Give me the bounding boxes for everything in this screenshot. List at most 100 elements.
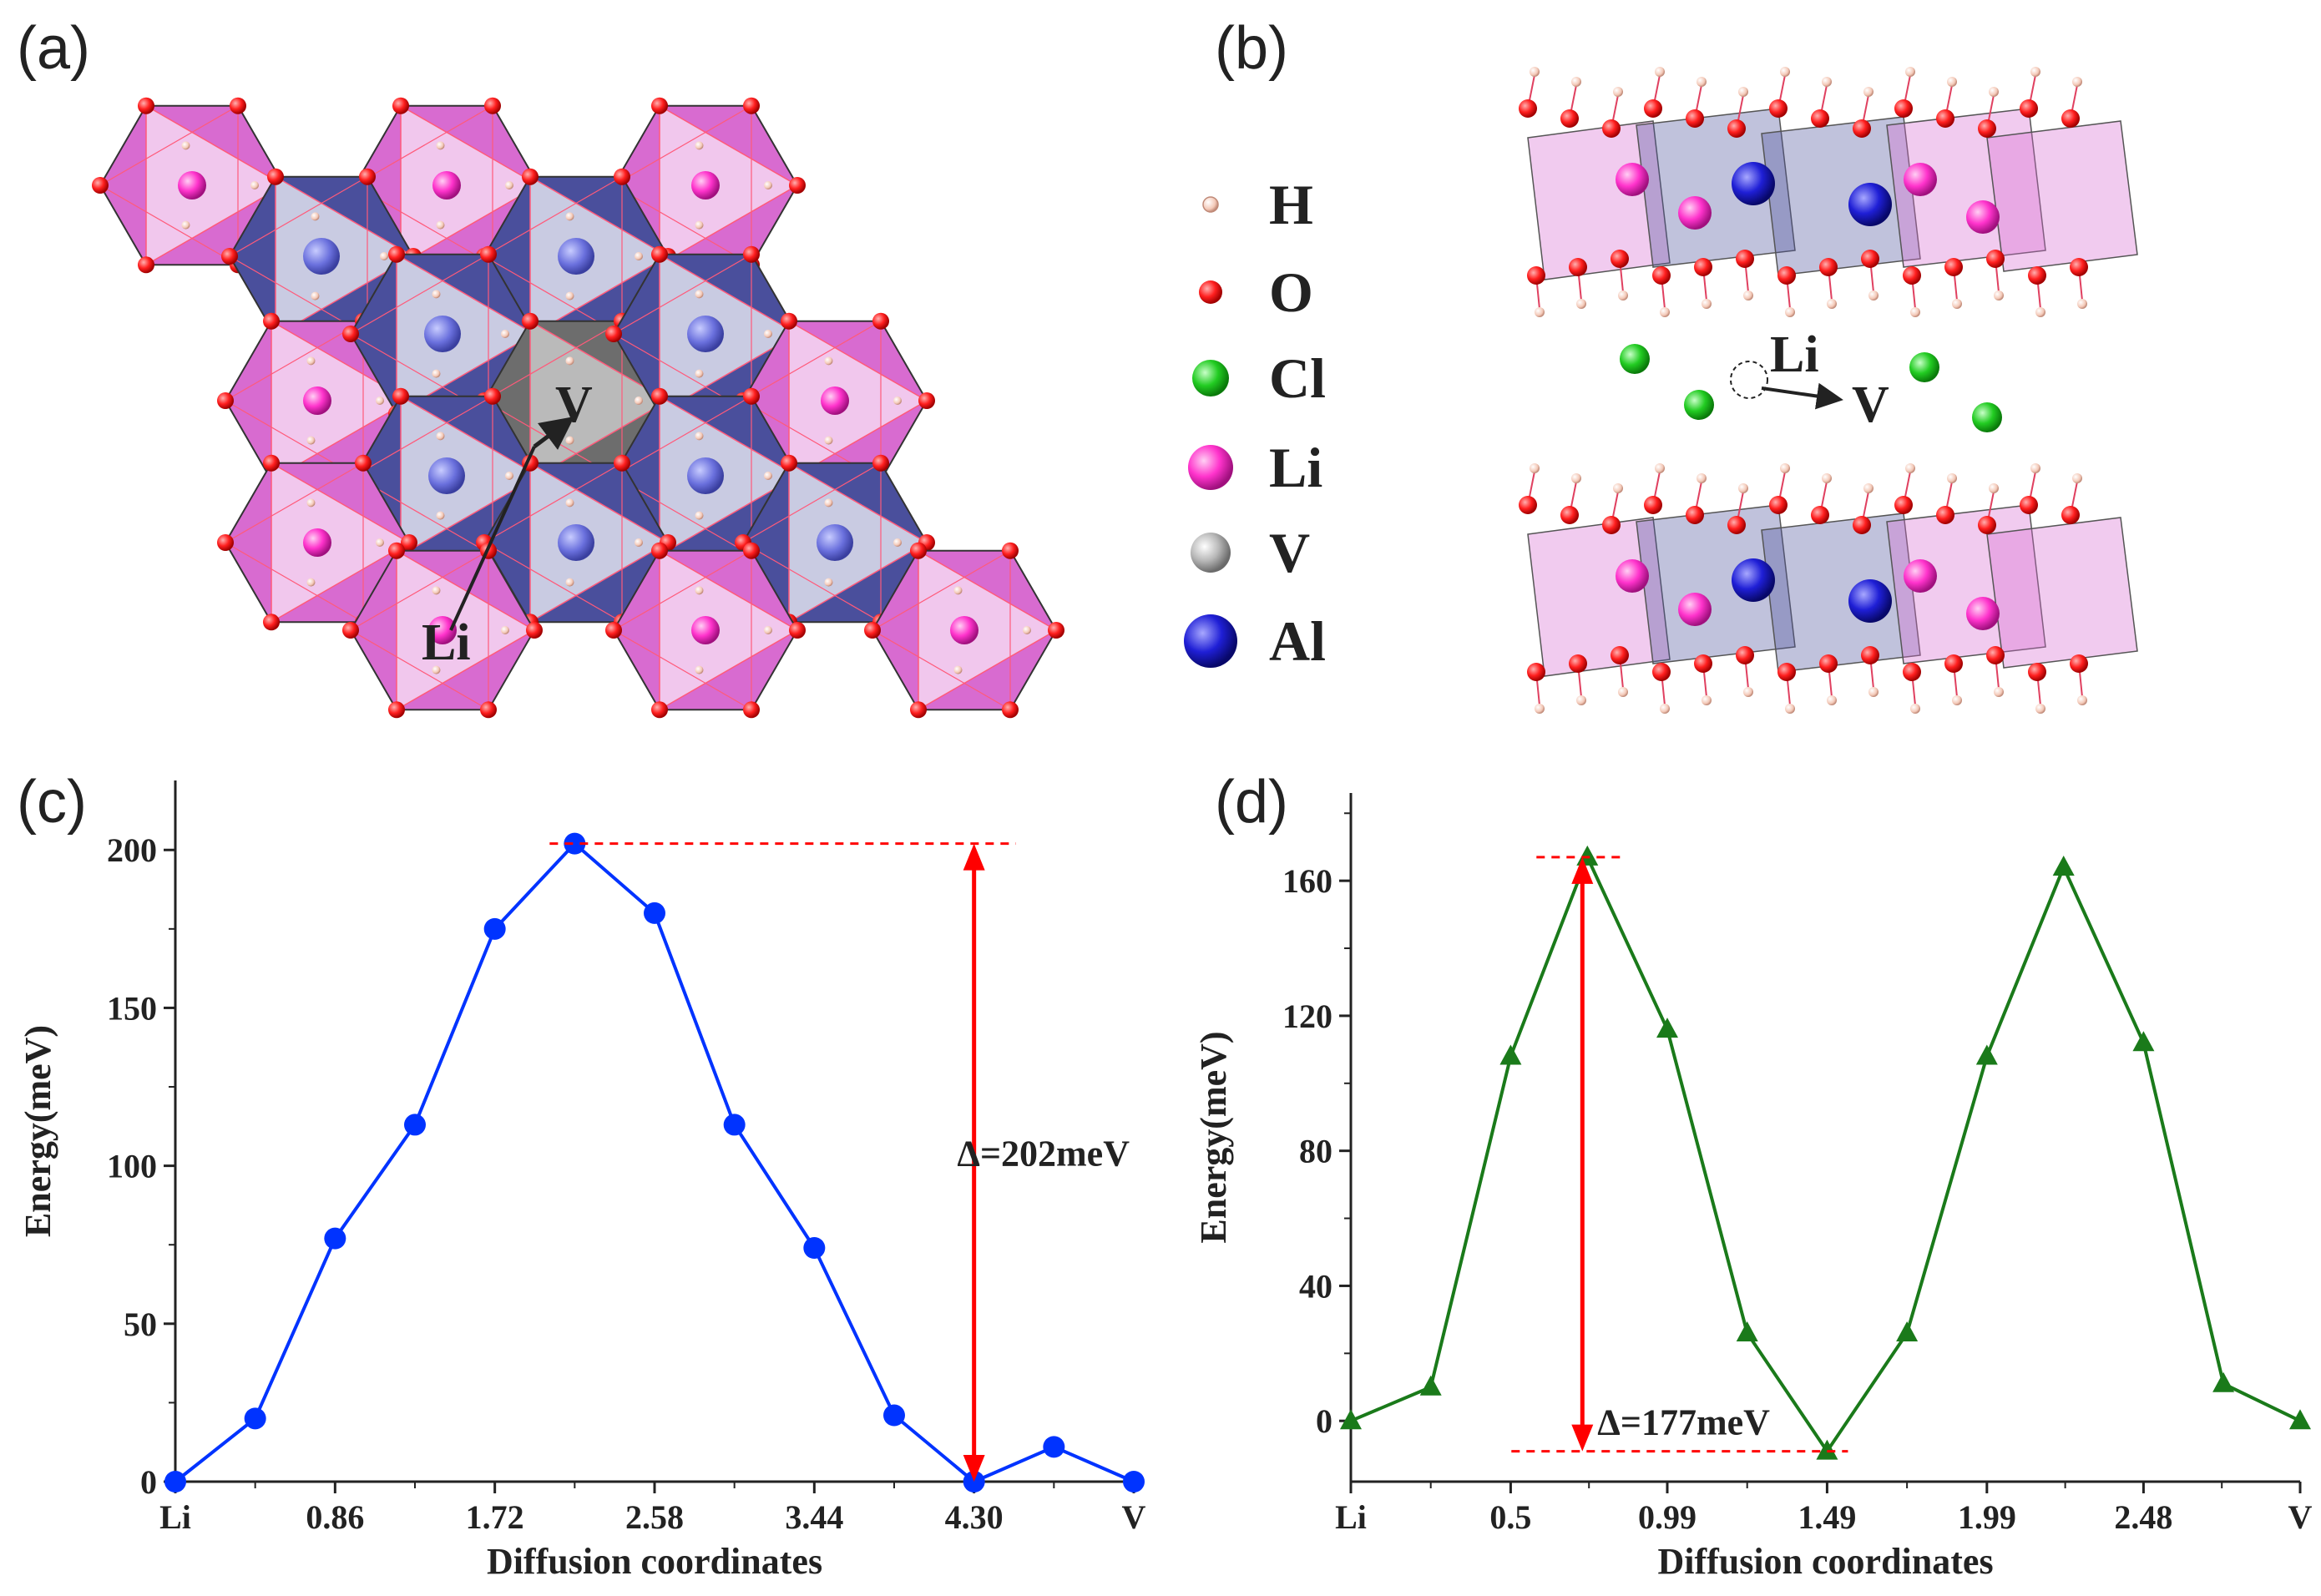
octahedron-face-edge [224, 320, 364, 482]
side-octahedron [1986, 517, 2138, 669]
panel-b-start-label: Li [1770, 326, 1819, 383]
oxygen-atom [359, 168, 376, 185]
x-tick-label: 2.48 [2114, 1498, 2172, 1536]
octahedron-face-edge [349, 253, 489, 415]
hydrogen-atom [436, 511, 445, 520]
hydrogen-atom [953, 665, 963, 674]
hydrogen-atom [1702, 695, 1712, 705]
octahedron-face-edge [741, 462, 882, 624]
vacancy-start-site [1730, 361, 1768, 399]
hydrogen-atom [306, 578, 316, 587]
hydrogen-atom [565, 356, 574, 366]
oxygen-atom [2070, 258, 2088, 276]
oxygen-atom [872, 454, 889, 472]
side-octahedron [1886, 108, 2046, 268]
oxygen-atom [1644, 496, 1662, 514]
oxygen-atom [1903, 663, 1921, 681]
hydrogen-atom [893, 396, 902, 405]
oxygen-atom [263, 614, 280, 631]
hydrogen-atom [824, 356, 833, 366]
x-tick-label: 3.44 [785, 1498, 843, 1536]
x-tick-label: 1.99 [1958, 1498, 2016, 1536]
data-point [1419, 1375, 1442, 1396]
hydrogen-atom [1576, 299, 1586, 309]
hydrogen-atom [2030, 67, 2040, 77]
panel-a-structure [92, 97, 1064, 719]
oxygen-atom [392, 387, 409, 405]
data-point [324, 1227, 346, 1250]
data-point [1499, 1044, 1522, 1065]
hydrogen-atom [1827, 695, 1837, 705]
data-point [1975, 1044, 1998, 1065]
x-tick-label: 0.99 [1638, 1498, 1697, 1536]
oxygen-atom [1769, 496, 1788, 514]
x-tick-label: 4.30 [945, 1498, 1004, 1536]
y-tick-label: 120 [1282, 998, 1332, 1035]
oxygen-atom [1853, 516, 1871, 534]
hydrogen-atom [695, 369, 704, 378]
chart-d: 0 40 80 120 160 Li 0.5 0.99 1.49 1.99 2.48 V Energy… [1193, 793, 2313, 1582]
hydrogen-atom [1910, 704, 1920, 714]
oxygen-atom [342, 326, 359, 342]
hydrogen-atom [306, 356, 316, 366]
hydrogen-atom [1576, 695, 1586, 705]
oxygen-atom [1894, 496, 1913, 514]
oxygen-atom [388, 542, 405, 559]
oxygen-atom [743, 97, 760, 114]
oxygen-atom [217, 392, 234, 409]
oxygen-atom [1002, 701, 1019, 719]
lithium-atom [303, 386, 331, 415]
hydrogen-atom [505, 181, 513, 189]
lithium-atom [821, 386, 849, 415]
y-tick-label: 40 [1299, 1267, 1332, 1305]
legend-al-label: Al [1269, 609, 1326, 673]
hydrogen-atom [1655, 463, 1665, 473]
oxygen-atom [355, 454, 372, 472]
octahedron-face [659, 549, 799, 711]
oxygen-atom [1611, 250, 1629, 268]
data-point [1340, 1409, 1362, 1430]
oxygen-atom [743, 245, 760, 263]
octahedron-face-edge [353, 104, 493, 266]
hydrogen-atom [1905, 67, 1915, 77]
hydrogen-atom [1530, 67, 1540, 77]
hydrogen-atom [695, 432, 704, 441]
hydrogen-atom [1910, 307, 1920, 317]
legend-o-swatch [1199, 280, 1222, 304]
oxygen-atom [480, 245, 497, 263]
hydrogen-atom [2072, 473, 2082, 483]
oxygen-atom [267, 168, 284, 185]
oxygen-atom [789, 622, 806, 639]
oxygen-atom [1811, 109, 1829, 128]
data-point [1576, 845, 1599, 866]
hydrogen-atom [565, 212, 574, 221]
oxygen-atom [263, 454, 280, 472]
oxygen-atom [1560, 506, 1579, 524]
data-point [483, 917, 506, 940]
data-point [1123, 1471, 1145, 1492]
aluminum-atom [303, 238, 340, 275]
oxygen-atom [1944, 654, 1963, 673]
hydrogen-atom [695, 511, 704, 520]
oxygen-atom [1652, 266, 1671, 285]
chart-c-marks [164, 832, 1145, 1492]
hydrogen-atom [1827, 299, 1837, 309]
chart-c-axes: 0 50 100 150 200 Li 0.86 1.72 2.58 3.44 4.30 V [107, 780, 1146, 1536]
data-point [1736, 1321, 1758, 1342]
oxygen-atom [1527, 663, 1545, 681]
hydrogen-atom [2077, 695, 2087, 705]
oxygen-atom [138, 97, 154, 114]
lithium-atom [428, 616, 457, 644]
panel-a-path-arrow [533, 417, 574, 450]
legend-li-label: Li [1269, 436, 1322, 499]
octahedron-face-edge [612, 104, 752, 266]
hydrogen-atom [1697, 473, 1707, 483]
oxygen-atom [1819, 258, 1838, 276]
oxygen-atom [1978, 516, 1996, 534]
legend-li-swatch [1188, 445, 1233, 490]
oxygen-atom [1944, 258, 1963, 276]
lithium-atom [1904, 559, 1937, 593]
oxygen-atom [1861, 250, 1879, 268]
hydrogen-atom [1613, 87, 1623, 97]
oxygen-atom [2028, 663, 2046, 681]
